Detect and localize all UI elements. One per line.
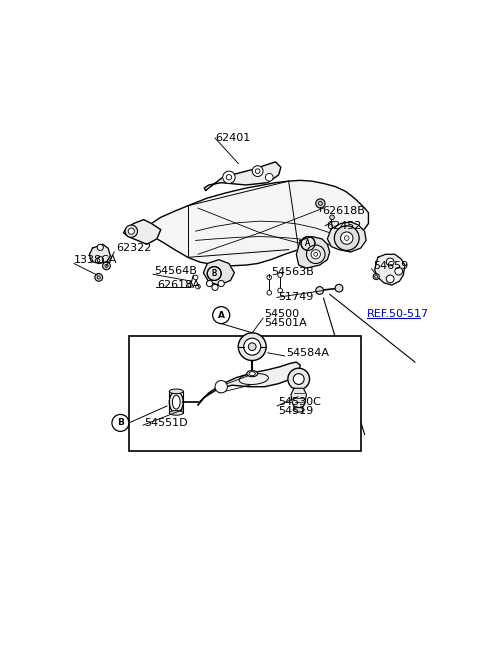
- Circle shape: [128, 228, 134, 234]
- Circle shape: [306, 245, 325, 264]
- Circle shape: [267, 291, 272, 295]
- Ellipse shape: [172, 395, 180, 409]
- Bar: [129, 336, 361, 451]
- Ellipse shape: [169, 392, 183, 413]
- Polygon shape: [198, 362, 300, 405]
- Circle shape: [293, 374, 304, 384]
- Ellipse shape: [169, 389, 183, 394]
- Circle shape: [244, 338, 261, 355]
- Text: 54563B: 54563B: [271, 267, 313, 277]
- Text: B: B: [212, 269, 217, 278]
- Text: A: A: [305, 239, 311, 248]
- Text: 51749: 51749: [278, 293, 314, 302]
- Circle shape: [252, 166, 263, 176]
- Circle shape: [97, 256, 103, 263]
- Circle shape: [386, 258, 394, 266]
- Text: B: B: [117, 419, 124, 428]
- Circle shape: [311, 250, 321, 259]
- Circle shape: [193, 275, 198, 279]
- Text: 62618A: 62618A: [157, 280, 201, 290]
- Ellipse shape: [247, 371, 258, 377]
- Circle shape: [125, 225, 137, 237]
- Circle shape: [316, 199, 325, 208]
- Text: 54551D: 54551D: [144, 418, 188, 428]
- Text: 62401: 62401: [215, 133, 250, 143]
- Circle shape: [255, 169, 260, 173]
- Text: 54659: 54659: [373, 261, 408, 271]
- Circle shape: [212, 284, 218, 291]
- Text: 54584A: 54584A: [286, 348, 329, 358]
- Ellipse shape: [249, 372, 255, 375]
- Circle shape: [226, 174, 232, 180]
- Circle shape: [218, 281, 224, 287]
- Circle shape: [223, 171, 235, 184]
- Polygon shape: [89, 244, 110, 264]
- Text: REF.50-517: REF.50-517: [367, 310, 429, 319]
- Polygon shape: [144, 180, 369, 266]
- Polygon shape: [375, 255, 405, 285]
- Circle shape: [278, 288, 282, 293]
- Circle shape: [206, 281, 213, 287]
- Text: 54501A: 54501A: [264, 318, 307, 328]
- Text: 62618B: 62618B: [322, 206, 365, 216]
- Polygon shape: [123, 220, 161, 244]
- Circle shape: [95, 274, 103, 281]
- Circle shape: [340, 232, 353, 244]
- Circle shape: [248, 343, 256, 350]
- Text: A: A: [218, 310, 225, 319]
- Text: 62452: 62452: [326, 221, 362, 231]
- Circle shape: [330, 215, 335, 220]
- Text: 54500: 54500: [264, 310, 300, 319]
- Text: B: B: [212, 269, 217, 278]
- Polygon shape: [296, 237, 330, 268]
- Ellipse shape: [293, 407, 304, 412]
- Text: 54564B: 54564B: [155, 266, 197, 276]
- Circle shape: [97, 244, 103, 251]
- Text: 1338CA: 1338CA: [74, 255, 118, 266]
- Circle shape: [288, 368, 310, 390]
- Ellipse shape: [169, 411, 183, 415]
- Circle shape: [267, 275, 272, 279]
- Polygon shape: [204, 260, 234, 285]
- Circle shape: [278, 273, 282, 277]
- Circle shape: [265, 173, 273, 181]
- Circle shape: [215, 380, 228, 393]
- Text: 54530C: 54530C: [278, 397, 322, 407]
- Circle shape: [386, 275, 394, 283]
- Circle shape: [335, 226, 359, 251]
- Circle shape: [316, 287, 324, 295]
- Circle shape: [103, 262, 110, 270]
- Polygon shape: [291, 388, 306, 410]
- Circle shape: [373, 274, 379, 279]
- Polygon shape: [204, 162, 281, 190]
- Circle shape: [335, 284, 343, 292]
- Circle shape: [238, 333, 266, 361]
- Text: A: A: [305, 239, 311, 248]
- Circle shape: [395, 268, 403, 275]
- Polygon shape: [327, 222, 366, 252]
- Text: 54519: 54519: [278, 406, 314, 417]
- Text: 62322: 62322: [116, 243, 151, 253]
